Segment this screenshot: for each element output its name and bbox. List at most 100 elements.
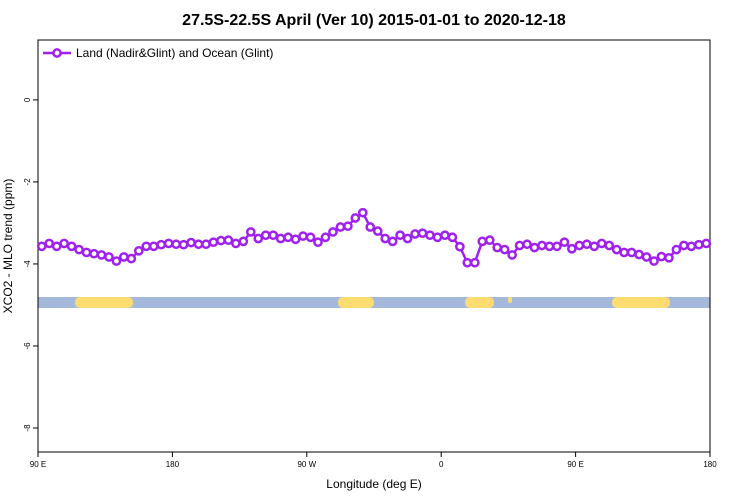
series-marker — [462, 257, 473, 268]
series-marker — [649, 256, 659, 266]
series-marker — [253, 233, 264, 244]
series-marker — [186, 237, 196, 248]
series-marker — [350, 213, 361, 223]
series-marker — [343, 221, 353, 232]
series-marker — [111, 256, 122, 266]
series-marker — [89, 248, 99, 259]
series-marker — [104, 252, 114, 262]
series-marker — [357, 207, 368, 218]
series-marker — [574, 240, 585, 251]
series-marker — [365, 222, 376, 232]
series-marker — [552, 241, 562, 252]
series-marker — [126, 253, 137, 264]
land-band — [612, 297, 670, 308]
land-band — [338, 297, 374, 308]
land-band — [465, 297, 494, 308]
series-marker — [507, 250, 517, 260]
series-marker — [51, 241, 62, 252]
series-marker — [679, 240, 689, 251]
series-marker — [141, 241, 152, 252]
series-marker — [701, 238, 712, 249]
series-marker — [372, 226, 383, 236]
series-marker — [440, 230, 450, 241]
series-marker — [589, 241, 600, 252]
series-marker — [402, 233, 413, 244]
series-marker — [469, 257, 480, 268]
series-marker — [156, 239, 167, 250]
series-marker — [447, 232, 458, 243]
series-line — [41, 210, 707, 264]
series-marker — [313, 237, 323, 248]
series-marker — [499, 244, 510, 255]
y-tick-label: 0 — [23, 97, 32, 102]
series-marker — [328, 227, 338, 237]
series-marker — [223, 235, 234, 246]
series-marker — [59, 238, 69, 249]
series-marker — [81, 247, 92, 258]
land-band — [508, 297, 512, 303]
x-tick-label: 180 — [166, 460, 180, 469]
y-tick-label: -2 — [23, 178, 32, 186]
y-tick-label: -6 — [23, 342, 32, 350]
series-marker — [268, 230, 279, 241]
series-marker — [604, 240, 615, 251]
land-band — [75, 297, 133, 308]
series-marker — [410, 229, 420, 239]
legend-marker — [52, 48, 62, 58]
series-marker — [455, 241, 465, 252]
y-tick-label: -4 — [23, 260, 32, 268]
series-marker — [305, 232, 316, 243]
series-marker — [641, 252, 652, 262]
series-marker — [96, 250, 107, 260]
series-marker — [387, 236, 398, 247]
series-marker — [208, 237, 219, 248]
x-tick-label: 180 — [703, 460, 717, 469]
y-axis-label: XCO2 - MLO trend (ppm) — [1, 179, 15, 314]
series-marker — [484, 235, 495, 246]
x-tick-label: 90 E — [567, 460, 583, 469]
series-marker — [611, 244, 622, 255]
series-marker — [417, 228, 428, 239]
series-marker — [626, 247, 637, 258]
series-marker — [537, 240, 547, 251]
series-marker — [163, 238, 174, 249]
x-tick-label: 90 W — [297, 460, 316, 469]
series-marker — [522, 239, 532, 250]
x-tick-label: 0 — [439, 460, 444, 469]
x-axis-label: Longitude (deg E) — [326, 477, 421, 491]
series-marker — [664, 252, 674, 263]
chart-title: 27.5S-22.5S April (Ver 10) 2015-01-01 to… — [182, 12, 566, 29]
series-marker — [395, 230, 405, 241]
series-marker — [283, 232, 293, 243]
series-marker — [656, 251, 667, 262]
series-marker — [193, 239, 204, 250]
series-marker — [178, 239, 189, 250]
series-marker — [693, 239, 704, 250]
series-marker — [634, 249, 644, 260]
series-marker — [596, 238, 607, 249]
land-ocean-strip — [38, 297, 710, 308]
series-marker — [581, 239, 592, 250]
series-marker — [36, 241, 47, 252]
series-marker — [492, 242, 503, 253]
series-marker — [432, 232, 443, 243]
x-tick-label: 90 E — [30, 460, 46, 469]
series-marker — [514, 240, 525, 251]
series-marker — [298, 231, 308, 241]
series-marker — [335, 222, 346, 232]
series-marker — [74, 244, 84, 255]
series-marker — [245, 227, 256, 237]
legend-label: Land (Nadir&Glint) and Ocean (Glint) — [76, 46, 273, 60]
series-marker — [201, 239, 211, 250]
series-marker — [529, 242, 540, 253]
series-marker — [559, 237, 570, 248]
series-marker — [290, 234, 301, 245]
series-marker — [238, 236, 249, 247]
series-marker — [320, 232, 331, 243]
series-marker — [619, 247, 629, 258]
series-marker — [380, 233, 391, 244]
series-marker — [671, 244, 682, 255]
series-marker — [425, 230, 435, 241]
series-marker — [148, 241, 159, 252]
